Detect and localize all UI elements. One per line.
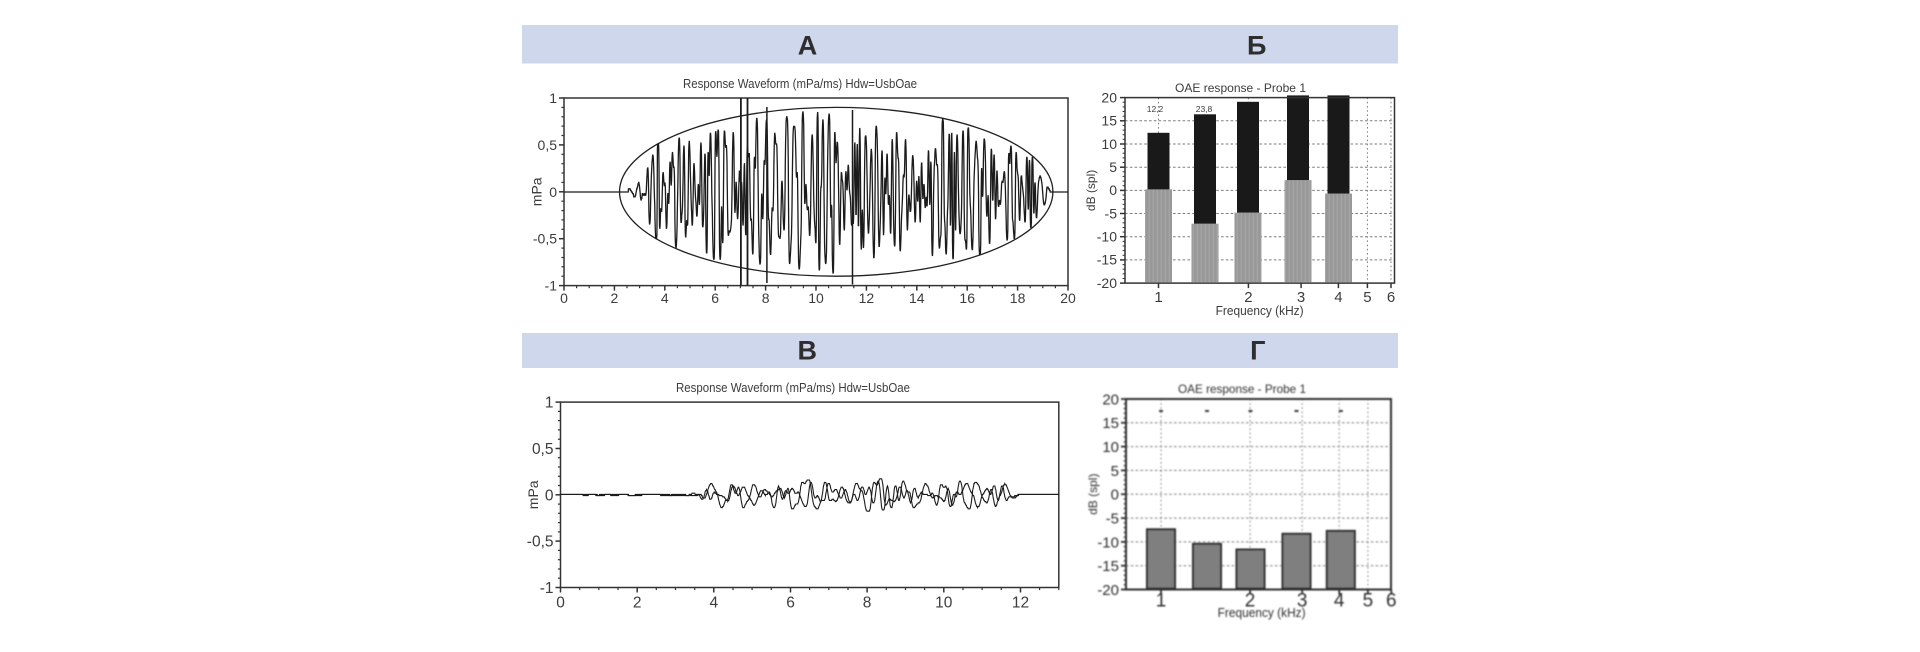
svg-text:20: 20: [1060, 290, 1076, 306]
svg-text:2: 2: [1245, 591, 1256, 612]
svg-text:0: 0: [545, 487, 554, 504]
svg-text:2: 2: [611, 290, 619, 306]
svg-text:-20: -20: [1097, 275, 1117, 291]
svg-text:5: 5: [1363, 591, 1374, 612]
svg-text:0: 0: [1111, 487, 1119, 504]
svg-text:6: 6: [786, 595, 795, 612]
svg-text:10: 10: [808, 290, 824, 306]
svg-text:-10: -10: [1097, 229, 1117, 245]
svg-text:-0,5: -0,5: [527, 534, 554, 551]
svg-text:1: 1: [1154, 289, 1162, 306]
svg-text:6: 6: [1386, 591, 1397, 612]
svg-text:1: 1: [1156, 591, 1167, 612]
svg-text:18: 18: [1010, 290, 1026, 306]
svg-text:3: 3: [1297, 289, 1305, 306]
svg-text:5: 5: [1363, 289, 1371, 306]
svg-text:dB (spl): dB (spl): [1084, 170, 1098, 211]
svg-text:0: 0: [1109, 182, 1117, 198]
svg-text:-1: -1: [540, 580, 554, 597]
svg-text:0: 0: [549, 184, 557, 200]
svg-text:0,5: 0,5: [538, 137, 558, 153]
svg-text:0: 0: [560, 290, 568, 306]
svg-text:Response Waveform (mPa/ms) Hdw: Response Waveform (mPa/ms) Hdw=UsbOae: [676, 381, 910, 395]
svg-text:2: 2: [1244, 289, 1252, 306]
svg-text:-15: -15: [1097, 252, 1117, 268]
svg-text:1: 1: [549, 90, 557, 106]
svg-text:-5: -5: [1106, 511, 1119, 528]
svg-text:Response Waveform (mPa/ms) Hdw: Response Waveform (mPa/ms) Hdw=UsbOae: [683, 77, 917, 91]
svg-text:0,5: 0,5: [532, 441, 554, 458]
svg-text:-15: -15: [1097, 558, 1119, 575]
svg-text:16: 16: [959, 290, 975, 306]
svg-text:15: 15: [1101, 113, 1117, 129]
svg-text:-10: -10: [1097, 534, 1119, 551]
svg-text:0: 0: [556, 595, 565, 612]
svg-text:4: 4: [661, 290, 669, 306]
svg-text:2: 2: [633, 595, 642, 612]
svg-text:10: 10: [1101, 136, 1117, 152]
svg-text:10: 10: [1102, 439, 1119, 456]
svg-text:8: 8: [863, 595, 872, 612]
svg-text:12: 12: [859, 290, 875, 306]
svg-text:Г: Г: [1250, 335, 1265, 365]
svg-text:4: 4: [1334, 289, 1342, 306]
svg-text:1: 1: [545, 395, 554, 412]
svg-text:23,8: 23,8: [1196, 104, 1213, 114]
svg-text:10: 10: [935, 595, 953, 612]
svg-text:-1: -1: [545, 278, 558, 294]
svg-text:Frequency (kHz): Frequency (kHz): [1216, 303, 1304, 318]
svg-text:Frequency (kHz): Frequency (kHz): [1218, 605, 1306, 620]
svg-text:mPa: mPa: [529, 177, 545, 206]
svg-text:OAE response - Probe 1: OAE response - Probe 1: [1178, 382, 1306, 396]
svg-text:-0,5: -0,5: [533, 231, 557, 247]
svg-text:20: 20: [1101, 89, 1117, 105]
svg-text:15: 15: [1102, 415, 1119, 432]
svg-text:4: 4: [1334, 591, 1345, 612]
svg-text:А: А: [798, 31, 818, 61]
svg-text:12,2: 12,2: [1147, 104, 1164, 114]
svg-text:OAE response - Probe 1: OAE response - Probe 1: [1175, 81, 1306, 95]
svg-text:-20: -20: [1097, 582, 1119, 599]
svg-text:14: 14: [909, 290, 925, 306]
svg-text:dB (spl): dB (spl): [1086, 474, 1100, 515]
svg-text:4: 4: [709, 595, 718, 612]
svg-text:12: 12: [1012, 595, 1029, 612]
svg-text:Б: Б: [1247, 31, 1266, 61]
svg-text:5: 5: [1111, 463, 1119, 480]
svg-text:8: 8: [762, 290, 770, 306]
svg-text:В: В: [797, 335, 817, 365]
svg-text:6: 6: [1387, 289, 1395, 306]
svg-text:6: 6: [711, 290, 719, 306]
svg-text:mPa: mPa: [525, 480, 541, 509]
svg-text:-5: -5: [1105, 205, 1118, 221]
svg-text:20: 20: [1102, 391, 1119, 408]
svg-text:3: 3: [1297, 591, 1308, 612]
svg-text:5: 5: [1109, 159, 1117, 175]
